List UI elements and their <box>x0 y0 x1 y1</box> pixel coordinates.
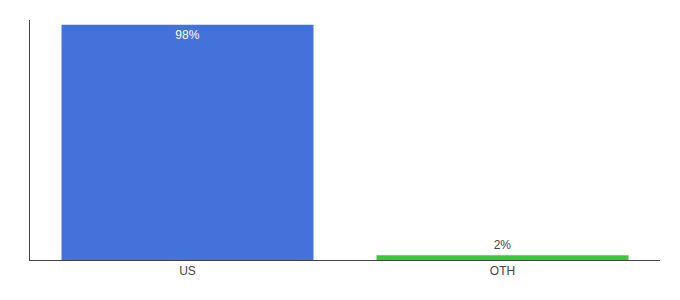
svg-text:2%: 2% <box>494 238 512 252</box>
svg-text:US: US <box>179 264 196 278</box>
svg-text:OTH: OTH <box>490 264 515 278</box>
svg-text:98%: 98% <box>175 28 199 42</box>
